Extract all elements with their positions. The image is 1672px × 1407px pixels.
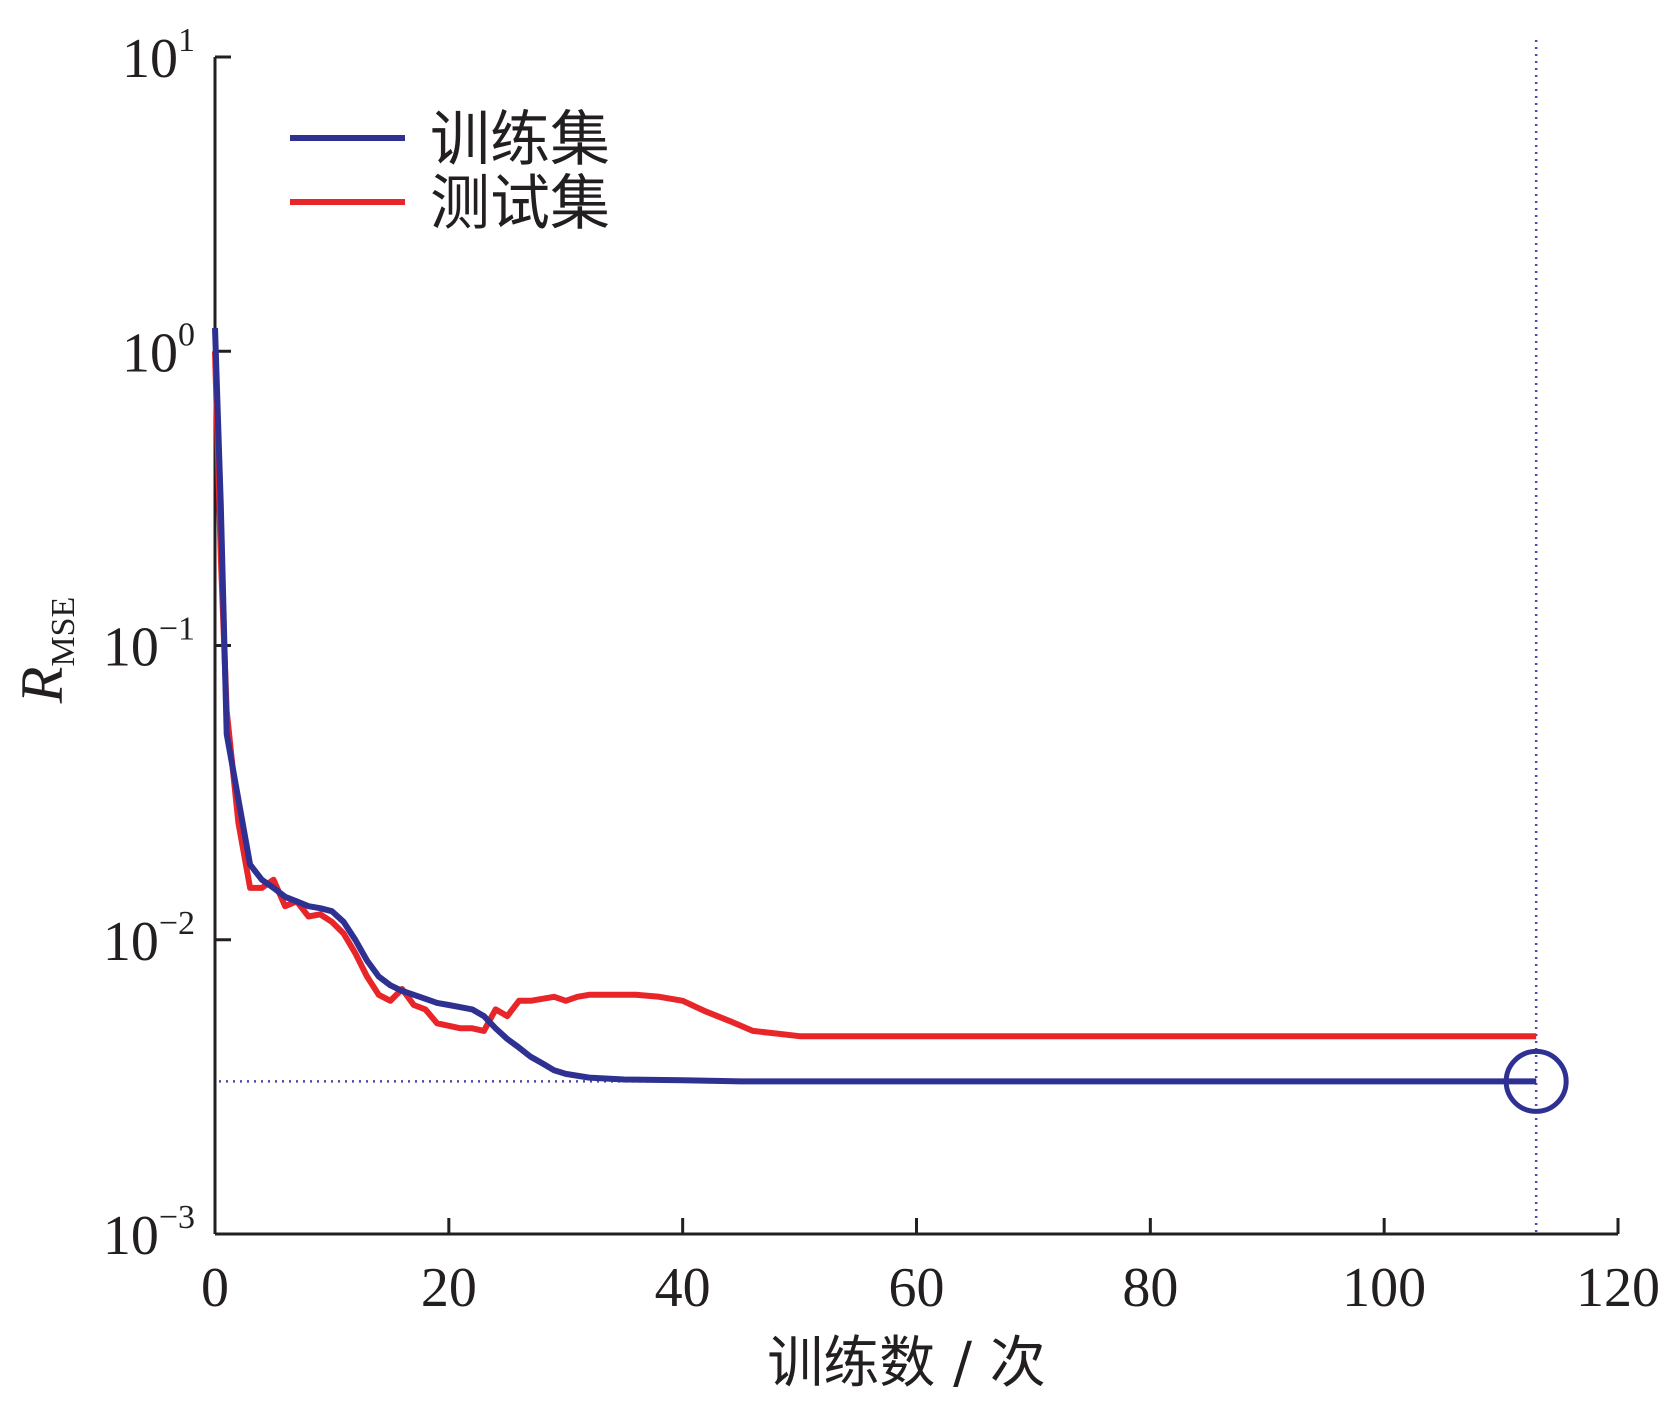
series-line-train bbox=[212, 327, 1537, 1085]
x-tick-labels: 0 20 40 60 80 100 120 bbox=[201, 1257, 1660, 1319]
y-axis-title: RMSE bbox=[9, 597, 82, 705]
y-tick-label: 101 bbox=[122, 22, 195, 90]
legend-label: 训练集 bbox=[430, 105, 610, 175]
axes bbox=[213, 55, 1620, 1236]
x-tick-label: 0 bbox=[201, 1257, 229, 1319]
legend-label: 测试集 bbox=[430, 169, 610, 239]
y-tick-labels: 101 100 10−1 10−2 10−3 bbox=[103, 22, 195, 1267]
x-tick-label: 120 bbox=[1576, 1257, 1660, 1319]
x-tick-label: 100 bbox=[1342, 1257, 1426, 1319]
y-axis-title-sub: MSE bbox=[45, 597, 82, 667]
y-axis-title-main: R bbox=[9, 667, 75, 705]
best-point-marker bbox=[1503, 1048, 1569, 1114]
y-tick-label: 10−3 bbox=[103, 1199, 195, 1267]
x-axis-title: 训练数 / 次 bbox=[767, 1331, 1045, 1396]
reference-lines bbox=[219, 40, 1538, 1234]
x-tick-label: 40 bbox=[655, 1257, 711, 1319]
best-marker bbox=[1503, 1048, 1569, 1114]
y-tick-label: 10−1 bbox=[103, 611, 195, 679]
series-lines bbox=[212, 327, 1537, 1085]
y-tick-label: 100 bbox=[122, 316, 195, 384]
x-tick-label: 80 bbox=[1122, 1257, 1178, 1319]
y-tick-label: 10−2 bbox=[103, 905, 195, 973]
x-tick-label: 60 bbox=[889, 1257, 945, 1319]
series-line-test bbox=[212, 351, 1537, 1040]
x-tick-label: 20 bbox=[421, 1257, 477, 1319]
